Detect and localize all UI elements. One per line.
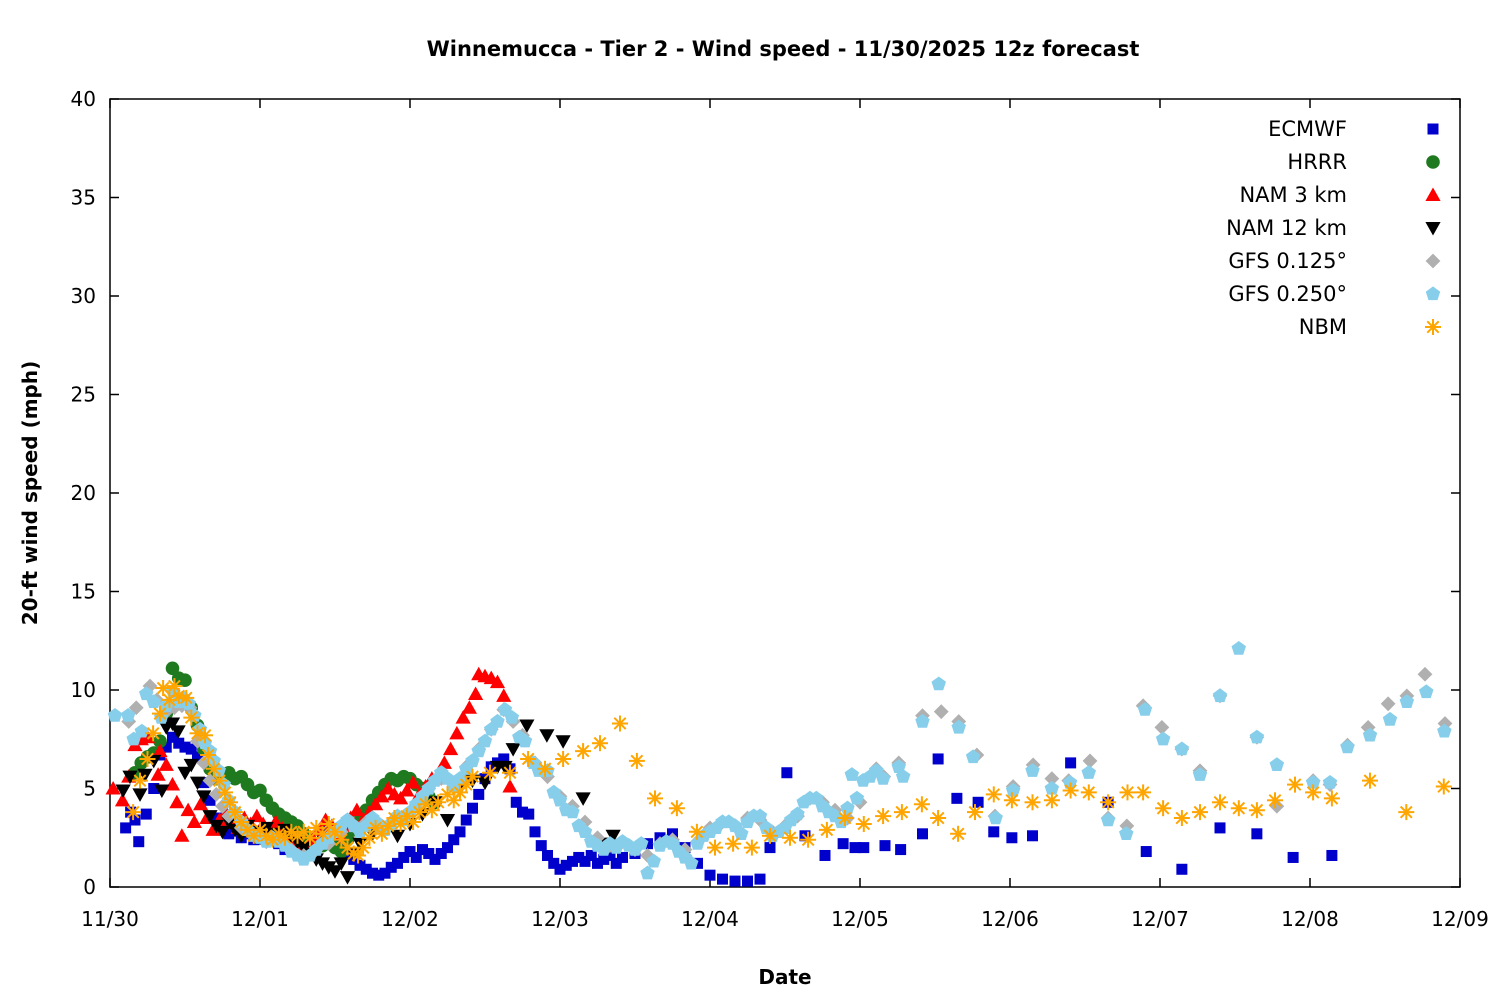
y-tick-label: 15 — [71, 580, 96, 604]
legend-marker-asterisk — [1425, 319, 1441, 335]
legend-marker-square — [1427, 123, 1439, 135]
y-axis-title: 20-ft wind speed (mph) — [18, 360, 42, 626]
legend: ECMWF HRRR NAM 3 km NAM 12 km GFS 0.125° GFS … — [1226, 117, 1441, 339]
legend-label: GFS 0.125° — [1228, 249, 1347, 273]
x-tick-label: 12/02 — [381, 907, 439, 931]
x-axis-title: Date — [758, 965, 812, 989]
legend-item-nam-3-km: NAM 3 km — [1239, 183, 1441, 207]
legend-marker-diamond — [1425, 253, 1441, 269]
legend-marker-triangle-down — [1425, 222, 1441, 236]
legend-marker-triangle-up — [1425, 187, 1441, 201]
series-nbm — [125, 678, 1452, 864]
y-tick-label: 10 — [71, 678, 96, 702]
legend-item-gfs-0-125: GFS 0.125° — [1228, 249, 1441, 273]
chart-title: Winnemucca - Tier 2 - Wind speed - 11/30… — [426, 37, 1140, 61]
x-tick-label: 11/30 — [81, 907, 139, 931]
x-tick-label: 12/08 — [1281, 907, 1339, 931]
legend-item-ecmwf: ECMWF — [1268, 117, 1439, 141]
x-tick-label: 12/04 — [681, 907, 739, 931]
y-tick-label: 0 — [83, 875, 96, 899]
x-tick-label: 12/01 — [231, 907, 289, 931]
legend-item-gfs-0-250: GFS 0.250° — [1228, 282, 1441, 306]
x-tick-label: 12/07 — [1131, 907, 1189, 931]
x-tick-label: 12/06 — [981, 907, 1039, 931]
y-tick-label: 20 — [71, 481, 96, 505]
x-tick-label: 12/09 — [1431, 907, 1489, 931]
legend-label: NAM 3 km — [1239, 183, 1347, 207]
legend-item-nam-12-km: NAM 12 km — [1226, 216, 1441, 240]
legend-item-hrrr: HRRR — [1287, 150, 1440, 174]
legend-label: HRRR — [1287, 150, 1347, 174]
legend-label: GFS 0.250° — [1228, 282, 1347, 306]
y-tick-label: 5 — [83, 777, 96, 801]
x-axis: 11/30 12/01 12/02 12/03 12/04 12/05 12/06 12/07… — [81, 99, 1489, 931]
y-tick-label: 35 — [71, 186, 96, 210]
x-tick-label: 12/05 — [831, 907, 889, 931]
y-tick-label: 40 — [71, 87, 96, 111]
y-tick-label: 25 — [71, 383, 96, 407]
legend-item-nbm: NBM — [1299, 315, 1441, 339]
legend-label: ECMWF — [1268, 117, 1347, 141]
y-axis: 0 5 10 15 20 25 30 35 40 — [71, 87, 1460, 899]
x-tick-label: 12/03 — [531, 907, 589, 931]
legend-marker-pentagon — [1425, 286, 1441, 301]
legend-label: NAM 12 km — [1226, 216, 1347, 240]
legend-marker-circle — [1426, 155, 1440, 169]
y-tick-label: 30 — [71, 284, 96, 308]
legend-label: NBM — [1299, 315, 1347, 339]
